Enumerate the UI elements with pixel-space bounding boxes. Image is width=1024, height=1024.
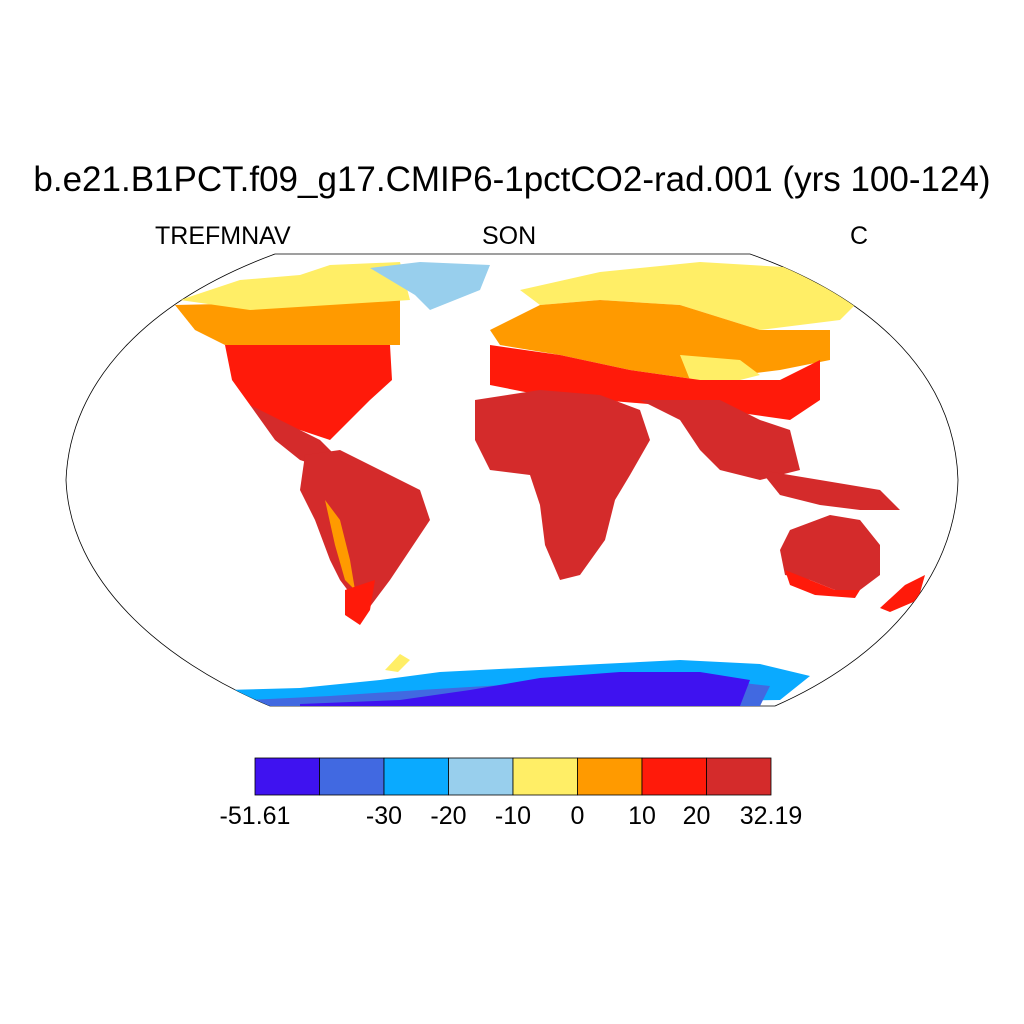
region-north-america-arctic	[180, 262, 410, 310]
region-north-america-mid	[175, 300, 400, 345]
region-tibet	[680, 355, 760, 385]
region-eurasia-south	[490, 345, 820, 420]
region-new-zealand	[880, 575, 925, 612]
units-label: C	[850, 222, 869, 250]
colorbar-tick-label: -51.61	[219, 802, 291, 830]
region-andes	[325, 500, 355, 590]
page-title: b.e21.B1PCT.f09_g17.CMIP6-1pctCO2-rad.00…	[33, 160, 991, 199]
region-australia	[780, 515, 880, 590]
colorbar-box	[448, 757, 514, 796]
season-label: SON	[482, 222, 537, 250]
colorbar-tick-label: 10	[628, 802, 656, 830]
region-maritime-se-asia	[760, 470, 900, 510]
colorbar-box	[641, 757, 707, 796]
region-south-america-tropics	[300, 450, 430, 620]
variable-label: TREFMNAV	[155, 222, 291, 250]
region-patagonia	[345, 580, 375, 625]
colorbar-box	[319, 757, 385, 796]
region-greenland	[370, 262, 490, 310]
colorbar-box	[254, 757, 320, 796]
region-south-asia	[640, 400, 800, 480]
region-eurasia-mid	[490, 300, 830, 380]
region-australia-south	[785, 570, 860, 598]
region-antarctica-interior	[300, 672, 750, 706]
colorbar-tick-label: 20	[682, 802, 711, 830]
colorbar-tick-label: 32.19	[739, 802, 803, 830]
region-antarctic-peninsula	[385, 654, 410, 672]
region-eurasia-north	[520, 262, 860, 330]
colorbar-tick-label: -10	[494, 802, 532, 830]
colorbar-box	[577, 757, 643, 796]
colorbar-box	[383, 757, 449, 796]
colorbar-tick-label: -20	[430, 802, 467, 830]
colorbar-box	[512, 757, 578, 796]
region-africa	[475, 390, 650, 580]
colorbar-box	[706, 757, 772, 796]
colorbar-tick-label: -30	[365, 802, 403, 830]
colorbar-tick-label: 0	[570, 802, 585, 830]
